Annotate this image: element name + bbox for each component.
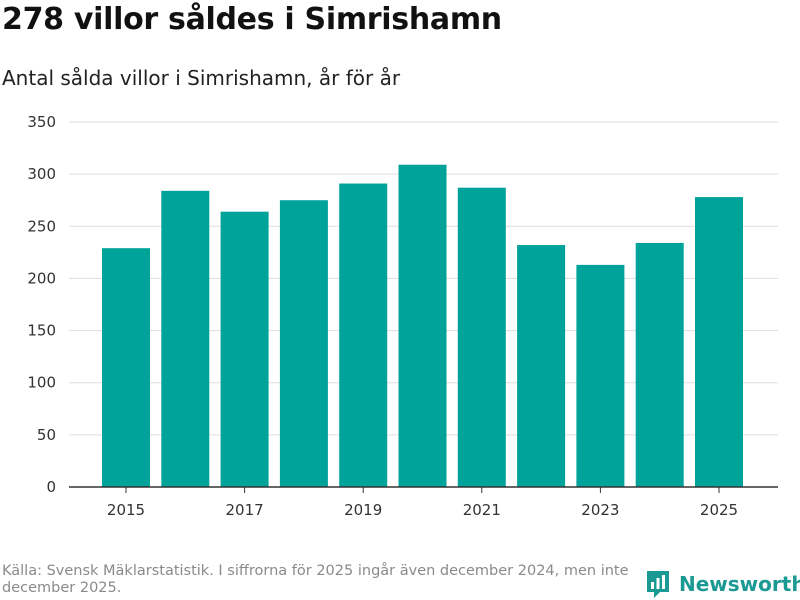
y-tick-label: 0 <box>46 478 56 496</box>
y-tick-label: 150 <box>27 322 56 340</box>
x-tick-label: 2025 <box>700 501 738 519</box>
source-note: Källa: Svensk Mäklarstatistik. I siffror… <box>2 563 629 596</box>
x-axis-ticks: 2015 2017 2019 2021 2023 2025 <box>107 487 738 519</box>
bar-2016 <box>161 190 210 488</box>
chart-title: 278 villor såldes i Simrishamn <box>2 2 502 37</box>
bar-2017 <box>220 211 269 487</box>
y-tick-label: 50 <box>37 426 56 444</box>
y-axis-ticks: 0 50 100 150 200 250 300 350 <box>27 113 56 496</box>
x-tick-label: 2021 <box>463 501 501 519</box>
bar-2022 <box>517 245 566 487</box>
bar-2021 <box>457 187 506 487</box>
newsworthy-logo-icon <box>647 571 669 598</box>
y-tick-label: 250 <box>27 217 56 235</box>
x-tick-label: 2017 <box>226 501 264 519</box>
chart-subtitle: Antal sålda villor i Simrishamn, år för … <box>2 66 401 90</box>
bar-2020 <box>398 164 447 487</box>
y-tick-label: 350 <box>27 113 56 131</box>
y-tick-label: 200 <box>27 269 56 287</box>
bar-2025 <box>695 197 743 488</box>
x-tick-label: 2023 <box>581 501 619 519</box>
y-tick-label: 100 <box>27 374 56 392</box>
brand-name: Newsworthy <box>679 572 800 596</box>
bar-2015 <box>102 248 150 487</box>
bar-2019 <box>339 183 388 487</box>
y-tick-label: 300 <box>27 165 56 183</box>
x-tick-label: 2019 <box>344 501 382 519</box>
bar-2023 <box>576 264 625 487</box>
bar-2024 <box>635 242 684 487</box>
bars <box>102 164 743 488</box>
bar-2018 <box>279 200 328 487</box>
x-tick-label: 2015 <box>107 501 145 519</box>
brand[interactable]: Newsworthy <box>645 569 800 599</box>
